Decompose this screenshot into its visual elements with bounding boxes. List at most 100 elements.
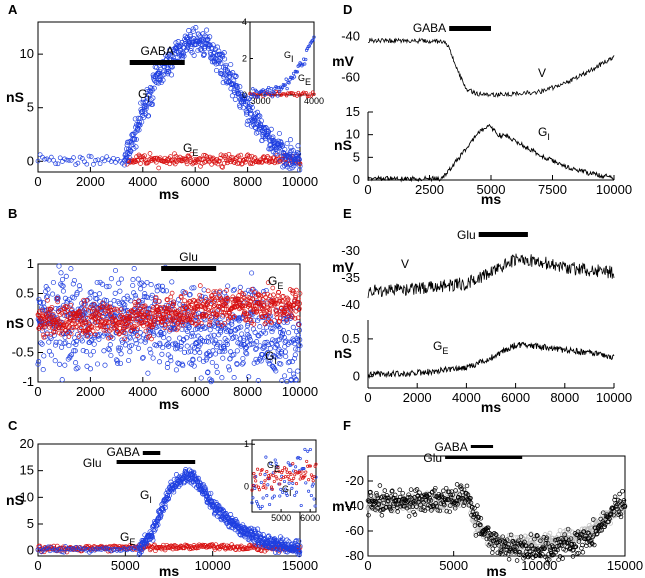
panel-b-gi-point <box>264 351 270 357</box>
panel-a-ge-point <box>225 160 230 166</box>
panel-b-gi-point <box>243 350 249 356</box>
panel-f-black-point <box>468 495 473 501</box>
panel-b-ge-point <box>261 302 267 308</box>
panel-e-xlabel: ms <box>481 399 501 415</box>
panel-a-ge-point <box>141 156 147 161</box>
panel-f-black-point <box>393 497 399 503</box>
panel-b-ge-point <box>148 311 154 317</box>
panel-f-black-point <box>417 490 422 495</box>
panel-a-inset-gi-point <box>254 89 259 94</box>
panel-b-xtick-label: 4000 <box>128 384 157 399</box>
panel-b-ge-point <box>251 321 257 327</box>
panel-a-gi-point <box>145 113 152 119</box>
panel-a-gi-point <box>140 99 146 105</box>
panel-b-ge-point <box>197 296 203 302</box>
panel-b-ge-point <box>166 303 171 308</box>
panel-b-gi-point <box>275 352 281 358</box>
panel-b-gi-point <box>141 332 147 338</box>
panel-a-inset-ge-point <box>284 94 289 98</box>
panel-c-gi-point <box>279 536 285 542</box>
panel-c-gi-point <box>213 499 219 506</box>
panel-b-ge-point <box>275 293 281 299</box>
panel-b-ge-point <box>183 290 188 296</box>
panel-f-xlabel: ms <box>486 563 506 578</box>
panel-b-gi-point <box>210 348 216 354</box>
panel-b-gi-point <box>207 352 214 358</box>
panel-b-ge-point <box>247 295 253 301</box>
panel-b-gi-point <box>286 359 293 365</box>
panel-b-gi-point <box>46 348 52 354</box>
panel-a-gi-point <box>233 74 239 80</box>
panel-b-ge-point <box>115 308 121 314</box>
panel-c-inset-ge-point <box>254 479 258 483</box>
panel-a-gi-point <box>240 105 246 111</box>
panel-c-inset-ge-point <box>256 485 261 489</box>
panel-a-gi-base-point <box>104 154 110 160</box>
panel-b-gi-point <box>234 348 240 354</box>
panel-a-ge-point <box>217 155 223 161</box>
panel-b-ge-point <box>296 296 301 302</box>
panel-a-gi-base-point <box>95 157 101 163</box>
panel-c-inset-ge-point <box>251 483 255 488</box>
panel-f-gray-point <box>513 535 518 541</box>
panel-f-black-point <box>540 552 545 557</box>
panel-c-inset-gi-point <box>309 493 313 498</box>
panel-a-gi-base-point <box>88 154 94 159</box>
panel-b-gi-point <box>66 343 72 349</box>
panel-a-gi-base-point <box>48 154 54 160</box>
panel-f-black-point <box>441 488 446 494</box>
panel-b-gi-point <box>249 270 255 276</box>
panel-a-gi-point <box>297 167 303 173</box>
panel-c-inset-gi-point <box>258 506 262 511</box>
panel-f-black-point <box>528 552 533 558</box>
panel-b-gi-point <box>257 324 263 330</box>
panel-c-inset-gi-point <box>272 494 276 498</box>
panel-c-gi-point <box>294 543 301 549</box>
panel-e-v-ytick-label: -35 <box>341 270 360 285</box>
panel-b-ge-point <box>80 312 86 318</box>
panel-b-gi-point <box>219 375 225 381</box>
panel-b-gi-point <box>45 286 51 292</box>
panel-a-gi-point <box>151 85 157 91</box>
panel-f-xtick-label: 15000 <box>607 558 643 573</box>
panel-b-gi-point <box>214 369 220 375</box>
panel-f-black-point <box>428 498 434 503</box>
panel-f-black-point <box>575 529 581 534</box>
panel-e-xtick-label: 4000 <box>452 390 481 405</box>
panel-b-ge-point <box>225 299 230 304</box>
panel-f-black-point <box>411 509 416 515</box>
panel-a-ge-point <box>234 155 240 160</box>
panel-b-ge-point <box>56 318 62 324</box>
panel-f-black-point <box>559 536 564 541</box>
panel-b-ge-point <box>152 314 158 319</box>
panel-b-gi-point <box>59 377 65 383</box>
panel-d-xtick-label: 10000 <box>596 182 632 197</box>
panel-b-gi-point <box>239 331 245 337</box>
panel-b-ge-point <box>161 315 166 321</box>
panel-d-g-label: GI <box>538 125 550 142</box>
panel-b-ge-point <box>220 307 225 312</box>
panel-b-ge-point <box>172 307 177 312</box>
panel-c-inset-ge-point <box>262 483 266 487</box>
panel-c-gi-point <box>282 542 288 548</box>
panel-b-gi-point <box>160 288 166 294</box>
panel-a-gi-point <box>237 84 243 90</box>
panel-b-gi-point <box>140 354 146 361</box>
panel-c-inset-ge-point <box>285 470 289 474</box>
panel-b-gi-point <box>36 359 42 365</box>
panel-b-ge-point <box>263 313 269 319</box>
panel-b-gi-point <box>265 341 272 347</box>
panel-f-black-point <box>450 492 455 498</box>
panel-b-gi-point <box>292 352 298 358</box>
panel-b-gi-point <box>48 352 54 358</box>
panel-c-gi-point <box>255 526 261 532</box>
panel-d-g-ylabel: nS <box>334 137 352 153</box>
panel-c-inset-gi-point <box>298 457 302 461</box>
panel-b-gi-point <box>235 325 241 332</box>
panel-b-gi-point <box>186 324 192 330</box>
panel-b-gi-point <box>296 327 302 333</box>
panel-f-black-point <box>377 483 383 488</box>
panel-c-inset-gi-point <box>274 461 278 465</box>
panel-b-gi-point <box>191 285 197 291</box>
panel-b-ge-point <box>295 301 301 307</box>
